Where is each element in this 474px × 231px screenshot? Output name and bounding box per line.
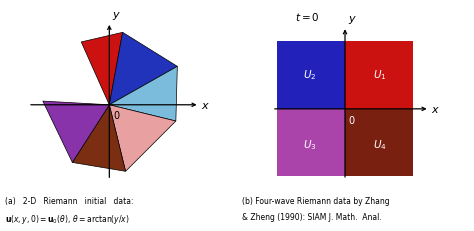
Text: $U_2$: $U_2$	[303, 67, 317, 81]
Polygon shape	[73, 105, 126, 172]
Text: $y$: $y$	[348, 14, 357, 26]
Text: $U_3$: $U_3$	[303, 137, 317, 151]
Text: $U_1$: $U_1$	[374, 67, 387, 81]
Bar	[345, 42, 413, 109]
Bar	[277, 42, 345, 109]
Text: $U_4$: $U_4$	[374, 137, 387, 151]
Text: $y$: $y$	[112, 9, 121, 21]
Text: $0$: $0$	[113, 108, 120, 120]
Bar	[277, 109, 345, 177]
Polygon shape	[43, 102, 109, 163]
Text: $x$: $x$	[201, 100, 210, 110]
Polygon shape	[81, 33, 123, 105]
Text: $x$: $x$	[431, 104, 440, 114]
Text: (b) Four-wave Riemann data by Zhang: (b) Four-wave Riemann data by Zhang	[242, 196, 389, 205]
Polygon shape	[109, 67, 177, 122]
Polygon shape	[109, 105, 176, 172]
Text: (a)   2-D   Riemann   initial   data:: (a) 2-D Riemann initial data:	[5, 196, 133, 205]
Bar	[345, 109, 413, 177]
Text: $\mathbf{u}(x,y,0) = \mathbf{u}_0(\theta),\, \theta = \arctan(y/x)$: $\mathbf{u}(x,y,0) = \mathbf{u}_0(\theta…	[5, 213, 129, 225]
Text: $0$: $0$	[348, 113, 356, 125]
Text: & Zheng (1990): SIAM J. Math.  Anal.: & Zheng (1990): SIAM J. Math. Anal.	[242, 213, 382, 222]
Text: $t = 0$: $t = 0$	[295, 11, 320, 23]
Polygon shape	[109, 33, 177, 105]
